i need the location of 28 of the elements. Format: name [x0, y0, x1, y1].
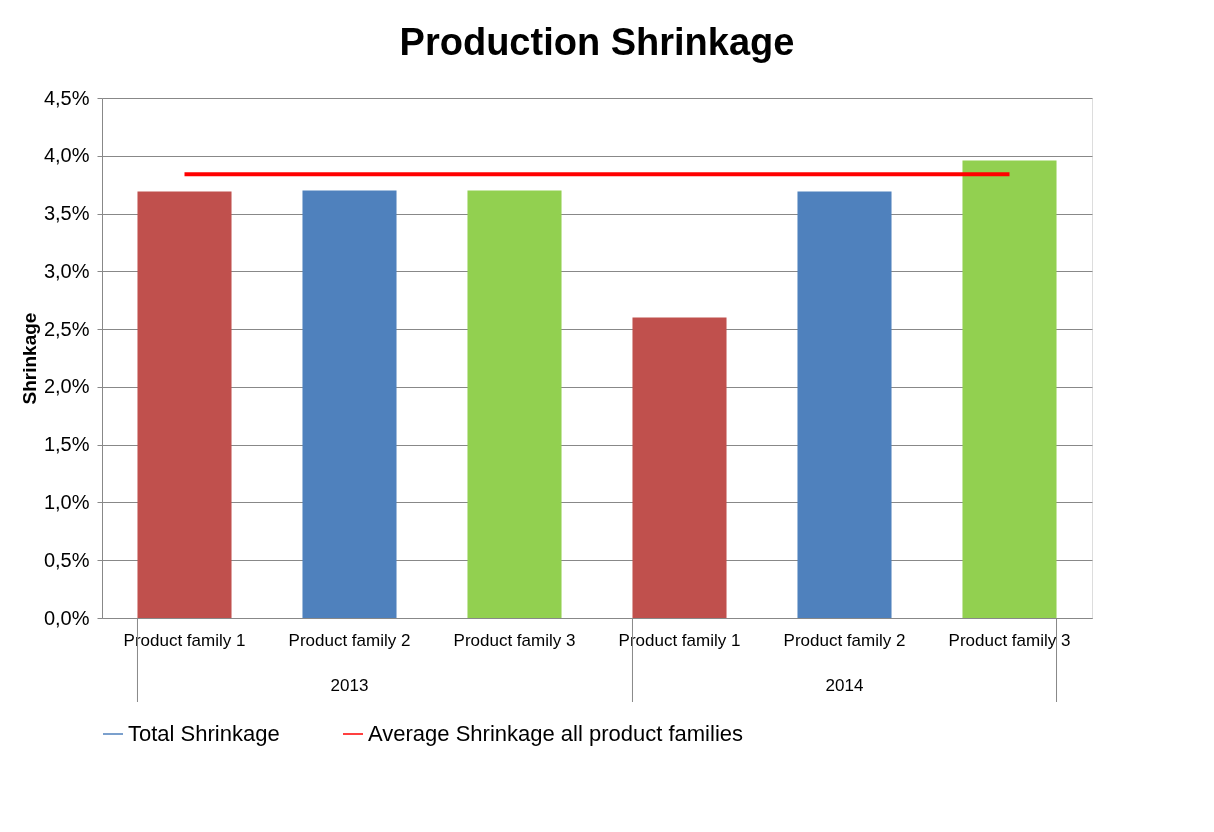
y-tick-label: 1,0% [43, 490, 90, 513]
bar [797, 191, 892, 618]
y-tick-label: 3,0% [43, 259, 90, 282]
x-tick-label: Product family 1 [618, 630, 741, 650]
bar [467, 190, 562, 618]
y-tick-label: 2,5% [43, 317, 90, 340]
x-tick-label: Product family 2 [783, 630, 906, 650]
bar [962, 160, 1057, 618]
x-tick-label: Product family 3 [948, 630, 1071, 650]
chart-title: Production Shrinkage [399, 21, 795, 63]
y-tick-label: 0,5% [43, 548, 90, 571]
text: 2014 [825, 676, 864, 695]
y-tick-label: 0,0% [43, 606, 90, 629]
y-axis-title: Shrinkage [18, 312, 40, 405]
legend-label: Average Shrinkage all product families [368, 721, 744, 746]
y-tick-label: 4,0% [43, 144, 90, 167]
bar [302, 190, 397, 618]
bar [632, 317, 727, 618]
y-tick-label: 1,5% [43, 433, 90, 456]
text: 2013 [330, 676, 369, 695]
y-tick-label: 4,5% [43, 86, 90, 109]
y-tick-label: 2,0% [43, 375, 90, 398]
bar [137, 191, 232, 618]
x-tick-label: Product family 2 [288, 630, 411, 650]
legend-label: Total Shrinkage [128, 721, 280, 746]
x-tick-label: Product family 3 [453, 630, 576, 650]
x-tick-label: Product family 1 [123, 630, 246, 650]
y-tick-label: 3,5% [43, 202, 90, 225]
